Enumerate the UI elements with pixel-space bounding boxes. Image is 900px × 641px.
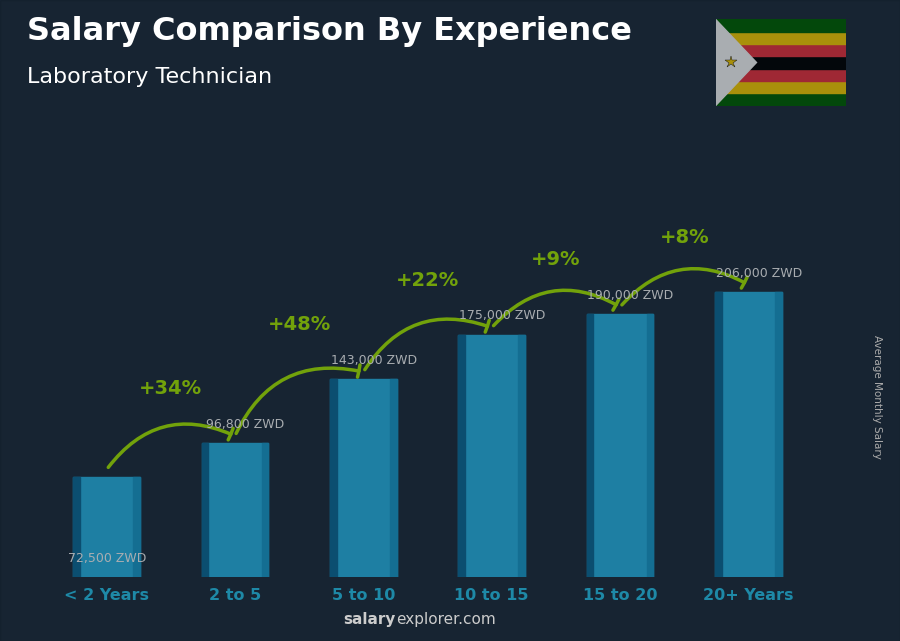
Bar [647,314,653,577]
Bar [262,443,268,577]
Text: 190,000 ZWD: 190,000 ZWD [587,288,673,302]
Text: +48%: +48% [267,315,331,334]
Bar [716,69,846,81]
Bar [390,379,397,577]
Text: +9%: +9% [531,250,580,269]
Text: Average Monthly Salary: Average Monthly Salary [872,335,883,460]
Bar [518,335,525,577]
Bar [716,56,846,69]
Bar [458,335,525,577]
Bar [716,31,846,44]
Bar [716,94,846,106]
Bar [716,19,846,31]
Bar [716,44,846,56]
Text: Laboratory Technician: Laboratory Technician [27,67,272,87]
Text: Salary Comparison By Experience: Salary Comparison By Experience [27,16,632,47]
Text: 175,000 ZWD: 175,000 ZWD [459,310,545,322]
Bar [330,379,397,577]
Bar [715,292,782,577]
Text: 206,000 ZWD: 206,000 ZWD [716,267,802,279]
Text: salary: salary [344,612,396,627]
Bar [716,81,846,94]
Text: 143,000 ZWD: 143,000 ZWD [330,354,417,367]
Bar [458,335,465,577]
Polygon shape [716,19,757,106]
Bar [587,314,653,577]
Text: 72,500 ZWD: 72,500 ZWD [68,552,147,565]
Bar [133,476,140,577]
Bar [775,292,782,577]
Bar [202,443,268,577]
Text: +34%: +34% [140,379,202,398]
Bar [202,443,208,577]
Bar [715,292,722,577]
Text: explorer.com: explorer.com [396,612,496,627]
Text: +22%: +22% [396,271,459,290]
Bar [73,476,80,577]
Bar [330,379,337,577]
Text: +8%: +8% [660,228,709,247]
Bar [587,314,593,577]
Bar [73,476,140,577]
Text: 96,800 ZWD: 96,800 ZWD [206,418,284,431]
